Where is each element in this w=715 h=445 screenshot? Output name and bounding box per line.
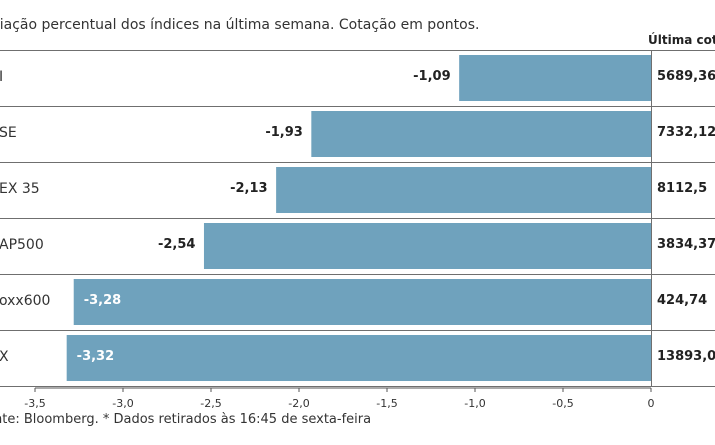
x-tick-label: -3,0 (112, 397, 133, 410)
last-quote: 3834,37 (657, 237, 715, 252)
category-label: SE (0, 125, 17, 141)
data-label: -1,93 (265, 125, 303, 140)
data-label: -3,28 (83, 293, 122, 308)
x-tick-label: -1,5 (376, 397, 397, 410)
bar (66, 335, 652, 381)
last-quote: 5689,36 (657, 69, 715, 84)
bar (311, 111, 651, 157)
category-label: AP500 (0, 237, 44, 253)
last-quote: 7332,12 (657, 125, 715, 140)
row-divider (0, 274, 715, 275)
category-label: EX 35 (0, 181, 40, 197)
x-tick-label: -0,5 (552, 397, 573, 410)
data-label: -1,09 (413, 69, 451, 84)
last-quote: 8112,5 (657, 181, 708, 196)
last-quote: 13893,07 (657, 349, 715, 364)
x-tick-label: -2,0 (288, 397, 309, 410)
column-divider (651, 50, 652, 386)
data-label: -3,32 (76, 349, 115, 364)
x-tick-label: -3,5 (24, 397, 45, 410)
bar (73, 279, 652, 325)
bar (459, 55, 651, 101)
last-quote-header: Última cotaç (648, 33, 715, 47)
x-tick-label: 0 (648, 397, 655, 410)
row-divider (0, 106, 715, 107)
data-label: -2,13 (230, 181, 268, 196)
data-label: -2,54 (157, 237, 196, 252)
bar (276, 167, 651, 213)
category-label: X (0, 349, 9, 365)
bar (203, 223, 651, 269)
x-tick-label: -2,5 (200, 397, 221, 410)
row-divider (0, 50, 715, 51)
x-tick-label: -1,0 (464, 397, 485, 410)
source-note: nte: Bloomberg. * Dados retirados às 16:… (0, 412, 372, 427)
row-divider (0, 162, 715, 163)
row-divider (0, 330, 715, 331)
row-divider (0, 218, 715, 219)
category-label: I (0, 69, 4, 85)
category-label: oxx600 (0, 293, 51, 309)
chart-subtitle: riação percentual dos índices na última … (0, 17, 480, 33)
row-divider (0, 386, 715, 387)
last-quote: 424,74 (657, 293, 708, 308)
